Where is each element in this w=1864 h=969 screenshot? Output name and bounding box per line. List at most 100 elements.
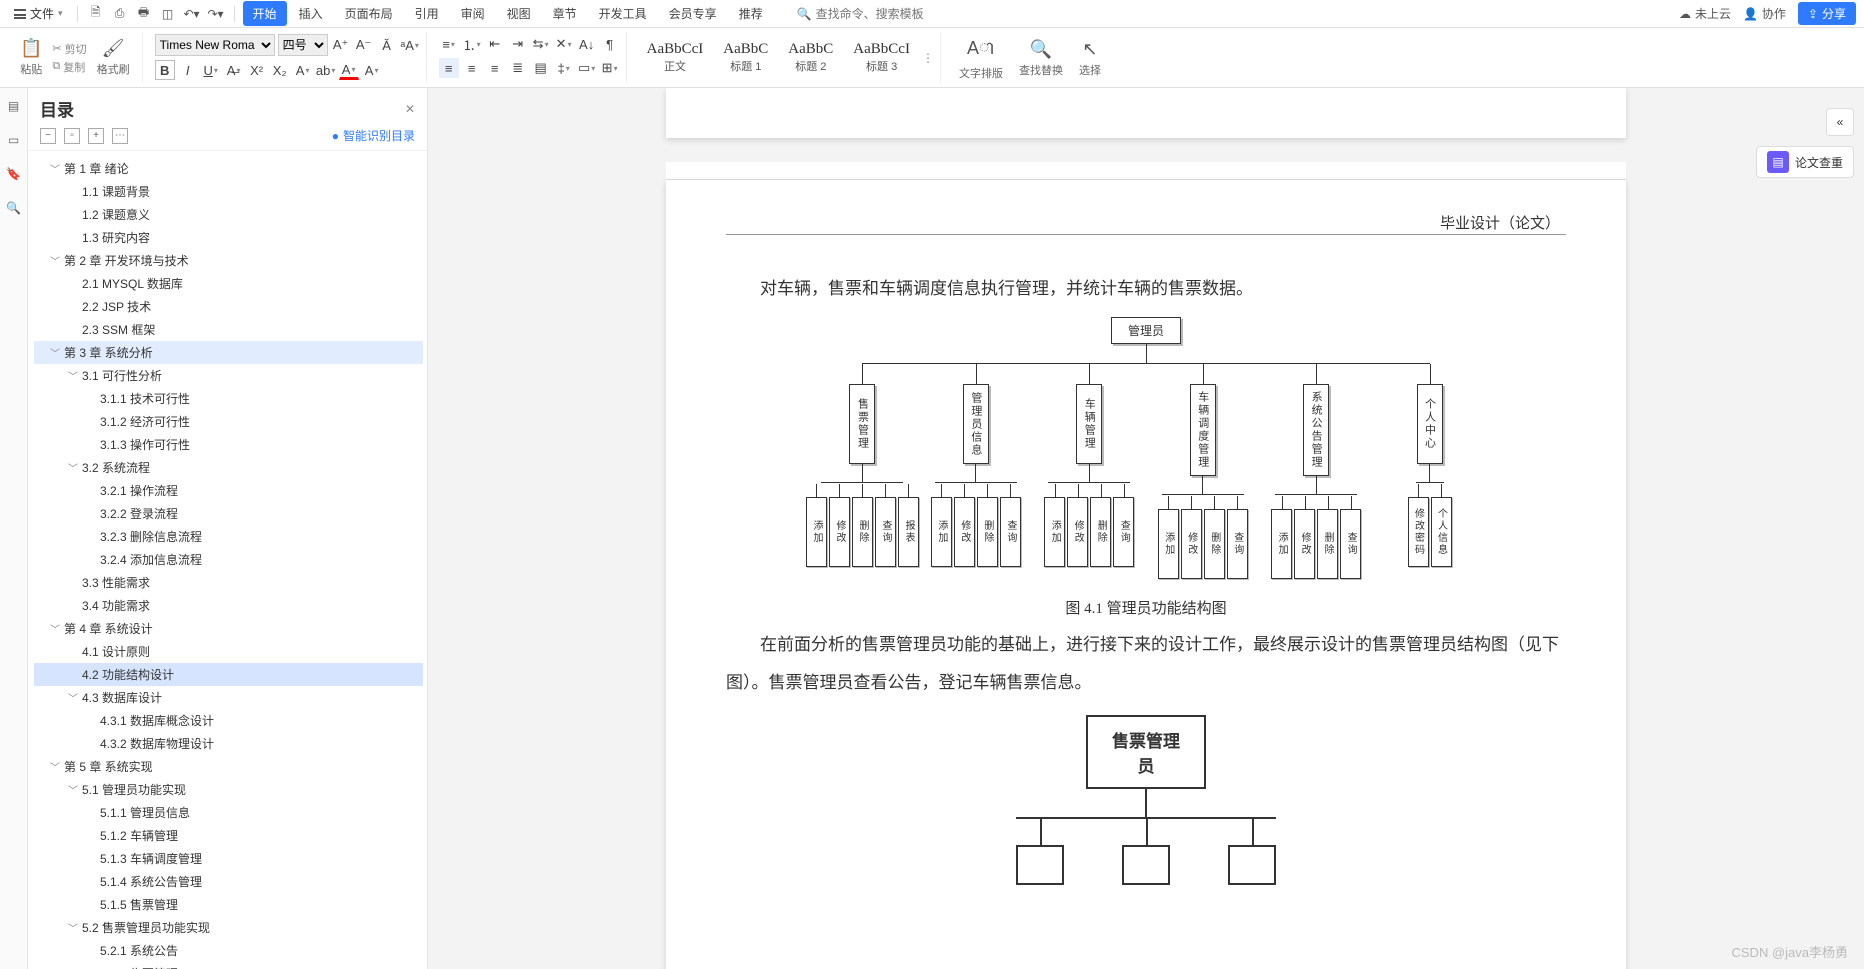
undo-icon[interactable]: ↶▾	[182, 4, 202, 24]
outline-item[interactable]: ﹀第 4 章 系统设计	[34, 617, 423, 640]
outline-expand-button[interactable]: ▫	[64, 128, 80, 144]
find-replace-button[interactable]: 🔍查找替换	[1013, 37, 1069, 80]
outline-item[interactable]: 5.2.2 售票管理	[34, 962, 423, 969]
outline-item[interactable]: 2.2 JSP 技术	[34, 295, 423, 318]
copy-button[interactable]: ⧉复制	[52, 59, 86, 75]
save-icon[interactable]: 🗎	[86, 4, 106, 24]
outline-item[interactable]: 3.1.3 操作可行性	[34, 433, 423, 456]
strike-button[interactable]: A̶	[224, 60, 244, 80]
outline-item[interactable]: 3.1.1 技术可行性	[34, 387, 423, 410]
cloud-status[interactable]: ☁未上云	[1679, 5, 1731, 22]
increase-indent-button[interactable]: ⇥	[508, 34, 528, 54]
shrink-font-button[interactable]: A⁻	[354, 35, 374, 55]
print-preview-icon[interactable]: ⎙	[110, 4, 130, 24]
outline-item[interactable]: 5.1.4 系统公告管理	[34, 870, 423, 893]
line-spacing-button[interactable]: ‡	[554, 58, 574, 78]
style-正文[interactable]: AaBbCcI正文	[639, 39, 712, 76]
command-search[interactable]: 🔍	[797, 7, 956, 21]
tab-页面布局[interactable]: 页面布局	[335, 1, 403, 26]
text-effect-button[interactable]: A	[293, 60, 313, 80]
font-family-select[interactable]: Times New Roma	[155, 34, 275, 56]
tab-章节[interactable]: 章节	[543, 1, 587, 26]
underline-button[interactable]: U	[201, 60, 221, 80]
font-size-select[interactable]: 四号	[278, 34, 328, 56]
superscript-button[interactable]: X²	[247, 60, 267, 80]
numbering-button[interactable]: ⒈	[462, 34, 482, 54]
outline-item[interactable]: ﹀第 2 章 开发环境与技术	[34, 249, 423, 272]
float-expand-button[interactable]: «	[1826, 108, 1854, 136]
outline-item[interactable]: 4.3.2 数据库物理设计	[34, 732, 423, 755]
document-canvas[interactable]: 毕业设计（论文） 对车辆，售票和车辆调度信息执行管理，并统计车辆的售票数据。 管…	[428, 88, 1864, 969]
tab-引用[interactable]: 引用	[405, 1, 449, 26]
subscript-button[interactable]: X₂	[270, 60, 290, 80]
rail-bookmark-icon[interactable]: 🔖	[6, 166, 22, 182]
outline-add-button[interactable]: +	[88, 128, 104, 144]
outline-item[interactable]: 5.2.1 系统公告	[34, 939, 423, 962]
outline-item[interactable]: 3.2.1 操作流程	[34, 479, 423, 502]
align-distribute-button[interactable]: ▤	[531, 58, 551, 78]
align-left-button[interactable]: ≡	[439, 58, 459, 78]
outline-item[interactable]: 4.2 功能结构设计	[34, 663, 423, 686]
rail-page-icon[interactable]: ▭	[6, 132, 22, 148]
outline-item[interactable]: 5.1.1 管理员信息	[34, 801, 423, 824]
tab-视图[interactable]: 视图	[497, 1, 541, 26]
style-标题 1[interactable]: AaBbC标题 1	[715, 39, 776, 76]
file-menu[interactable]: 文件 ▾	[8, 3, 69, 24]
outline-item[interactable]: 4.3.1 数据库概念设计	[34, 709, 423, 732]
highlight-button[interactable]: ab	[316, 60, 336, 80]
outline-item[interactable]: 1.3 研究内容	[34, 226, 423, 249]
format-painter-button[interactable]: 🖌格式刷	[91, 36, 136, 79]
style-gallery[interactable]: AaBbCcI正文AaBbC标题 1AaBbC标题 2AaBbCcI标题 3⋮	[639, 34, 934, 81]
styles-more-button[interactable]: ⋮	[922, 51, 934, 65]
outline-collapse-button[interactable]: −	[40, 128, 56, 144]
plagiarism-check-button[interactable]: ▤ 论文查重	[1756, 146, 1854, 178]
borders-button[interactable]: ⊞	[600, 58, 620, 78]
outline-item[interactable]: ﹀3.2 系统流程	[34, 456, 423, 479]
outline-item[interactable]: 3.2.4 添加信息流程	[34, 548, 423, 571]
typeset-button[interactable]: Aា文字排版	[953, 34, 1009, 83]
close-outline-button[interactable]: ✕	[405, 102, 415, 116]
outline-item[interactable]: ﹀第 1 章 绪论	[34, 157, 423, 180]
collab-button[interactable]: 👤协作	[1743, 5, 1786, 22]
rail-outline-icon[interactable]: ▤	[6, 98, 22, 114]
select-button[interactable]: ↖选择	[1073, 37, 1107, 80]
clear-format-button[interactable]: Ă	[377, 35, 397, 55]
tab-推荐[interactable]: 推荐	[729, 1, 773, 26]
rail-search-icon[interactable]: 🔍	[6, 200, 22, 216]
outline-item[interactable]: ﹀3.1 可行性分析	[34, 364, 423, 387]
align-right-button[interactable]: ≡	[485, 58, 505, 78]
bullets-button[interactable]: ≡	[439, 34, 459, 54]
tab-会员专享[interactable]: 会员专享	[659, 1, 727, 26]
outline-item[interactable]: ﹀5.2 售票管理员功能实现	[34, 916, 423, 939]
font-color-button[interactable]: A	[339, 60, 359, 80]
sort-button[interactable]: A↓	[577, 34, 597, 54]
outline-item[interactable]: 5.1.2 车辆管理	[34, 824, 423, 847]
tab-set-button[interactable]: ⇆	[531, 34, 551, 54]
outline-item[interactable]: 5.1.3 车辆调度管理	[34, 847, 423, 870]
outline-item[interactable]: 3.2.2 登录流程	[34, 502, 423, 525]
outline-settings-button[interactable]: ⋯	[112, 128, 128, 144]
shading-button[interactable]: A	[362, 60, 382, 80]
tab-插入[interactable]: 插入	[289, 1, 333, 26]
decrease-indent-button[interactable]: ⇤	[485, 34, 505, 54]
tab-开始[interactable]: 开始	[243, 1, 287, 26]
share-button[interactable]: ⇪分享	[1798, 2, 1856, 25]
outline-item[interactable]: ﹀第 5 章 系统实现	[34, 755, 423, 778]
tab-开发工具[interactable]: 开发工具	[589, 1, 657, 26]
outline-item[interactable]: 4.1 设计原则	[34, 640, 423, 663]
outline-item[interactable]: 2.1 MYSQL 数据库	[34, 272, 423, 295]
preview-icon[interactable]: ◫	[158, 4, 178, 24]
align-center-button[interactable]: ≡	[462, 58, 482, 78]
outline-item[interactable]: 3.3 性能需求	[34, 571, 423, 594]
italic-button[interactable]: I	[178, 60, 198, 80]
outline-item[interactable]: 1.2 课题意义	[34, 203, 423, 226]
show-marks-button[interactable]: ¶	[600, 34, 620, 54]
outline-item[interactable]: ﹀5.1 管理员功能实现	[34, 778, 423, 801]
outline-item[interactable]: 2.3 SSM 框架	[34, 318, 423, 341]
style-标题 3[interactable]: AaBbCcI标题 3	[845, 39, 918, 76]
outline-item[interactable]: 5.1.5 售票管理	[34, 893, 423, 916]
print-icon[interactable]: 🖶	[134, 4, 154, 24]
bold-button[interactable]: B	[155, 60, 175, 80]
grow-font-button[interactable]: A⁺	[331, 35, 351, 55]
paste-button[interactable]: 📋粘贴	[14, 36, 48, 79]
